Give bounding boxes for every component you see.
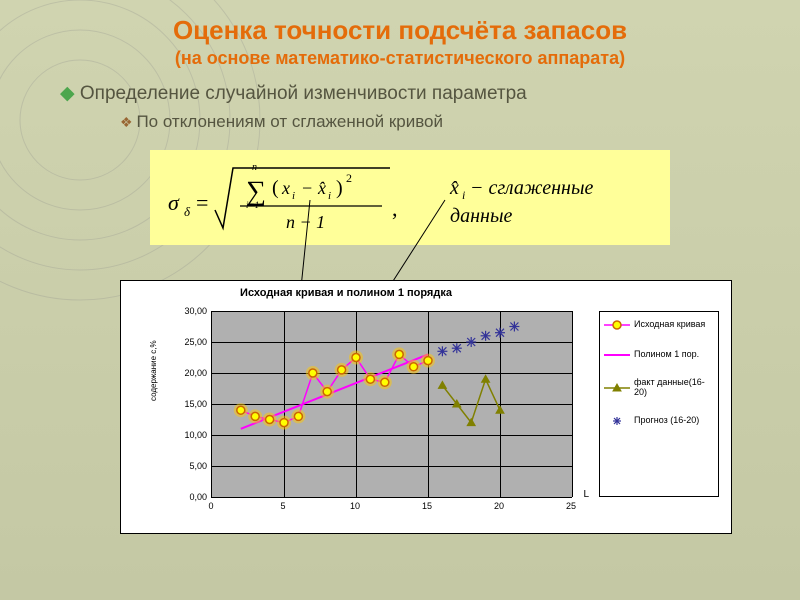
slide-subtitle: (на основе математико-статистического ап… (0, 48, 800, 69)
svg-text:δ: δ (184, 204, 191, 219)
y-axis-label: содержание с,% (149, 340, 158, 401)
chart-svg (212, 311, 572, 497)
x-tick-label: 25 (566, 501, 576, 511)
plot-area (211, 311, 572, 498)
legend-item-source: Исходная кривая (604, 318, 714, 332)
x-axis-L-label: L (583, 489, 589, 500)
svg-text:данные: данные (450, 205, 513, 227)
svg-text:−: − (302, 178, 312, 198)
svg-text:i=1: i=1 (246, 200, 259, 210)
svg-text:n − 1: n − 1 (286, 212, 325, 232)
svg-text:− сглаженные: − сглаженные (470, 177, 593, 199)
y-tick-label: 5,00 (171, 461, 207, 471)
formula: σ δ = ∑ n i=1 ( x i − x̂ i ) 2 (160, 150, 660, 245)
x-tick-label: 5 (280, 501, 285, 511)
legend-label: Исходная кривая (634, 320, 705, 330)
legend-item-forecast: Прогноз (16-20) (604, 414, 714, 428)
svg-text:n: n (252, 162, 257, 173)
svg-text:): ) (336, 177, 343, 199)
y-tick-label: 0,00 (171, 492, 207, 502)
x-tick-label: 20 (494, 501, 504, 511)
legend-item-polynom: Полином 1 пор. (604, 348, 714, 362)
slide: Оценка точности подсчёта запасов (на осн… (0, 0, 800, 600)
slide-title: Оценка точности подсчёта запасов (0, 15, 800, 46)
svg-text:,: , (392, 196, 398, 221)
chart-container: Исходная кривая и полином 1 порядка соде… (120, 280, 732, 534)
chart-title: Исходная кривая и полином 1 порядка (121, 287, 571, 299)
svg-text:i: i (328, 190, 331, 202)
svg-text:i: i (292, 190, 295, 202)
y-tick-label: 15,00 (171, 399, 207, 409)
y-tick-label: 25,00 (171, 337, 207, 347)
legend-label: Прогноз (16-20) (634, 416, 699, 426)
legend: Исходная кривая Полином 1 пор. факт данные… (599, 311, 719, 497)
x-tick-label: 10 (350, 501, 360, 511)
x-tick-label: 0 (208, 501, 213, 511)
y-tick-label: 10,00 (171, 430, 207, 440)
svg-text:i: i (462, 188, 465, 202)
svg-text:(: ( (272, 177, 279, 199)
svg-text:x̂: x̂ (317, 178, 326, 198)
svg-text:2: 2 (346, 171, 352, 185)
bullet-1: Определение случайной изменчивости парам… (60, 82, 527, 105)
svg-text:x̂: x̂ (449, 177, 459, 199)
svg-text:x: x (281, 178, 290, 198)
formula-box: σ δ = ∑ n i=1 ( x i − x̂ i ) 2 (150, 150, 670, 245)
svg-text:=: = (196, 190, 208, 215)
x-tick-label: 15 (422, 501, 432, 511)
y-tick-label: 20,00 (171, 368, 207, 378)
y-tick-label: 30,00 (171, 306, 207, 316)
legend-label: факт данные(16-20) (634, 378, 714, 398)
legend-item-fact: факт данные(16-20) (604, 378, 714, 398)
grid-line-v (572, 311, 573, 497)
legend-label: Полином 1 пор. (634, 350, 699, 360)
bullet-2: По отклонениям от сглаженной кривой (120, 112, 443, 132)
svg-text:σ: σ (168, 190, 180, 215)
